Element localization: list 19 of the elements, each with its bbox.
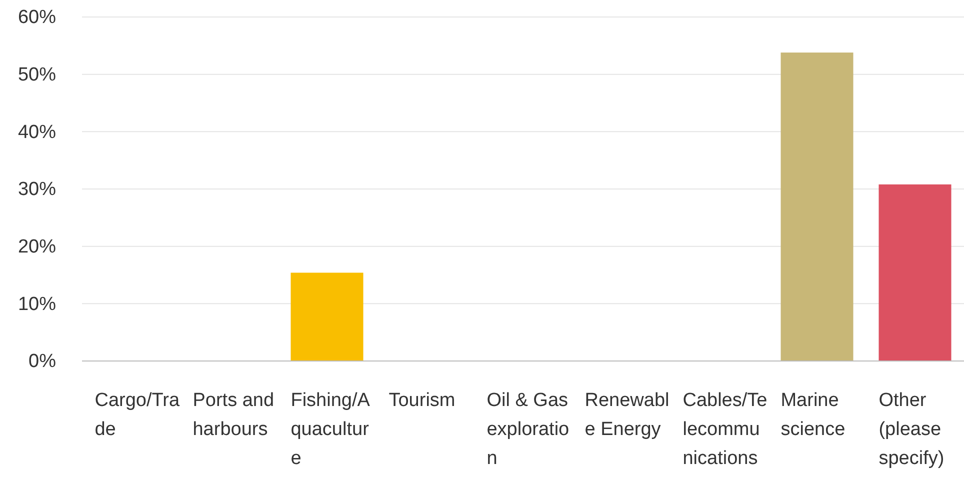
- y-tick-label: 40%: [18, 122, 56, 143]
- x-tick-label: Oil & Gas exploration: [486, 390, 570, 469]
- x-tick-label: Marine science: [780, 390, 846, 440]
- y-tick-label: 20%: [18, 236, 56, 258]
- bar: [878, 184, 952, 361]
- x-tick-label: Cables/Telecommunications: [682, 390, 768, 469]
- y-tick-label: 10%: [18, 294, 56, 315]
- x-tick-label: Cargo/Trade: [94, 390, 180, 440]
- y-tick-label: 30%: [18, 179, 56, 200]
- x-tick-label: Renewable Energy: [584, 390, 670, 440]
- x-tick-label: Fishing/Aquaculture: [290, 390, 370, 469]
- x-tick-label: Ports and harbours: [192, 390, 274, 440]
- x-tick-label: Tourism: [388, 390, 456, 411]
- bar: [780, 52, 854, 361]
- y-tick-label: 60%: [18, 7, 56, 28]
- bar: [290, 272, 364, 361]
- y-tick-label: 50%: [18, 64, 56, 86]
- y-tick-label: 0%: [28, 351, 56, 372]
- x-tick-label: Other (please specify): [878, 390, 944, 469]
